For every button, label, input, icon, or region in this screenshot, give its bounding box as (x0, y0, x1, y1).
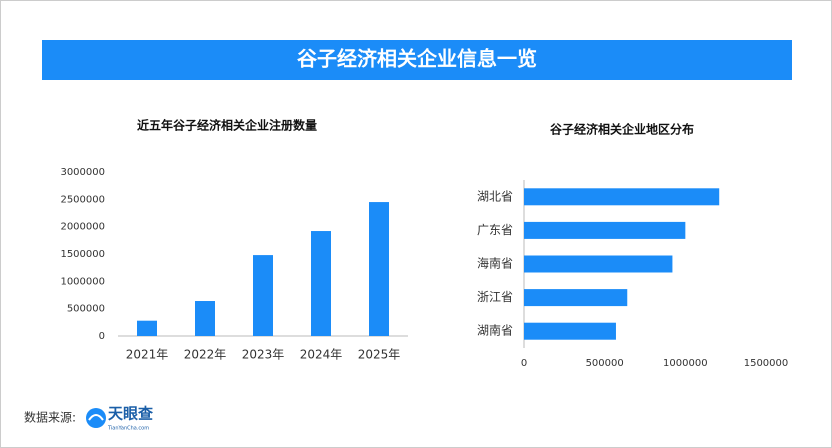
y-tick-label: 3000000 (60, 167, 105, 178)
x-tick-label: 1500000 (744, 358, 789, 369)
x-tick-label: 2023年 (242, 348, 285, 362)
source-label: 数据来源: (24, 410, 76, 425)
chart-title: 近五年谷子经济相关企业注册数量 (137, 118, 317, 133)
bar (524, 322, 616, 340)
logo-wave (88, 414, 104, 421)
bar (369, 202, 389, 336)
x-tick-label: 0 (521, 358, 527, 369)
y-tick-label: 1500000 (60, 249, 105, 260)
logo-domain: TianYanCha.com (107, 426, 149, 432)
logo-icon (86, 408, 106, 428)
x-tick-label: 2024年 (300, 348, 343, 362)
x-tick-label: 500000 (586, 358, 624, 369)
bar (524, 255, 673, 273)
x-tick-label: 2022年 (184, 348, 227, 362)
bar (195, 301, 215, 336)
x-tick-label: 2025年 (358, 348, 401, 362)
y-tick-label: 湖北省 (477, 188, 513, 203)
y-tick-label: 广东省 (477, 223, 513, 237)
bar (137, 320, 157, 336)
bar (524, 188, 720, 206)
y-tick-label: 湖南省 (477, 323, 513, 338)
y-tick-label: 海南省 (477, 256, 513, 271)
page-title: 谷子经济相关企业信息一览 (297, 47, 537, 71)
x-tick-label: 2021年 (126, 348, 169, 362)
y-tick-label: 500000 (67, 304, 105, 315)
y-tick-label: 2000000 (60, 222, 105, 233)
bar (524, 221, 686, 239)
banner (42, 40, 792, 80)
bar (253, 255, 273, 336)
y-tick-label: 浙江省 (477, 290, 513, 304)
bar (311, 231, 331, 336)
x-tick-label: 1000000 (663, 358, 708, 369)
chart-title: 谷子经济相关企业地区分布 (550, 122, 694, 137)
bar (524, 289, 628, 307)
y-tick-label: 1000000 (60, 276, 105, 287)
logo-name: 天眼查 (108, 405, 154, 423)
y-tick-label: 2500000 (60, 194, 105, 205)
y-tick-label: 0 (99, 331, 105, 342)
